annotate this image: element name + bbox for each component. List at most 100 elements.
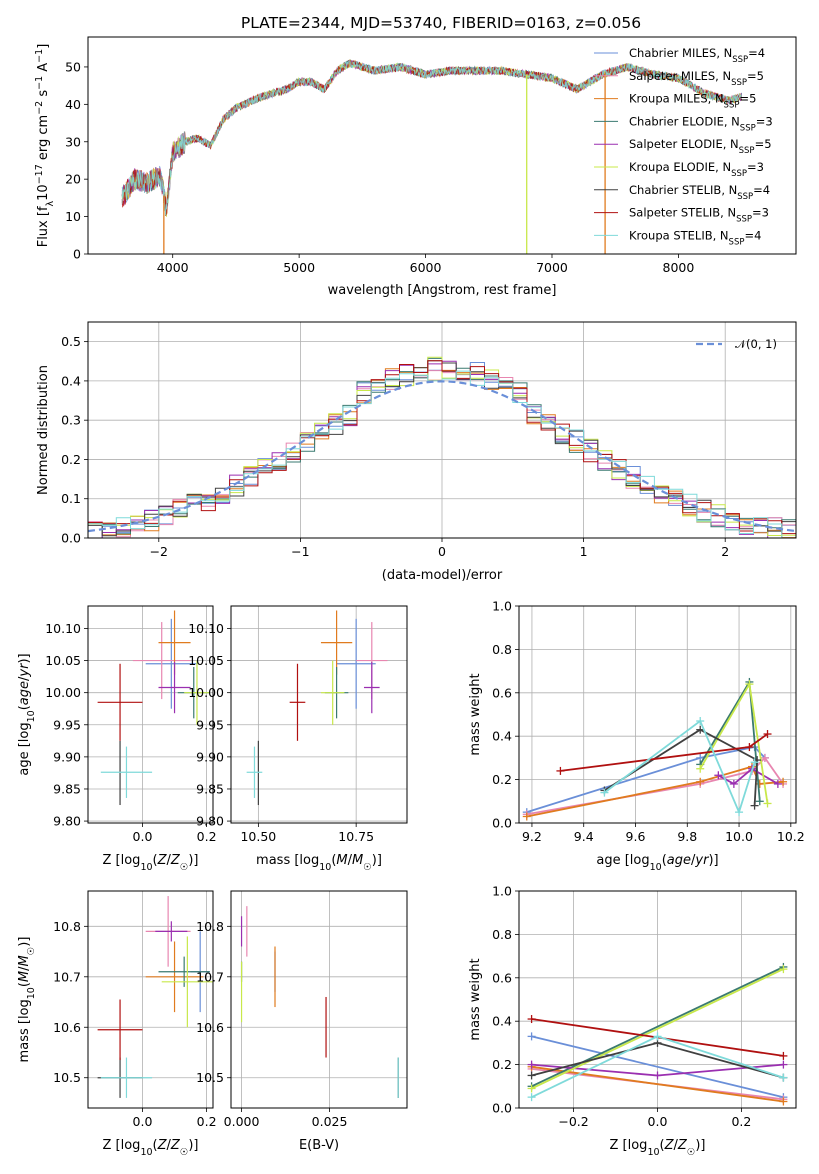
y-axis-label: mass weight [468, 673, 483, 755]
x-tick-label: −2 [150, 544, 168, 559]
x-axis-label: Z [log10(Z/Z☉)] [610, 1138, 706, 1158]
label-part: ( [17, 982, 32, 987]
label-part: −17 [34, 164, 45, 184]
y-tick-label: 0.0 [61, 531, 81, 546]
legend-entry: Kroupa MILES, NSSP=5 [629, 92, 756, 111]
legend-entry: Salpeter ELODIE, NSSP=5 [629, 137, 772, 156]
label-part: mass [log [256, 853, 319, 868]
legend-model: Chabrier ELODIE, N [629, 114, 740, 128]
label-part: λ [45, 200, 56, 206]
x-axis-label: wavelength [Angstrom, rest frame] [328, 283, 557, 298]
label-part: age [17, 681, 32, 705]
x-tick-label: 10.2 [777, 829, 805, 844]
y-axis-label: Normed distribution [36, 365, 51, 495]
x-tick-label: 0.2 [731, 1114, 751, 1129]
y-tick-label: 10.5 [196, 1070, 224, 1085]
label-part: yr [694, 853, 710, 868]
label-part: ( [662, 853, 667, 868]
weight-line [531, 1065, 784, 1103]
y-tick-label: 0.5 [61, 334, 81, 349]
legend-model: Salpeter ELODIE, N [629, 137, 739, 151]
y-tick-label: 1.0 [492, 884, 512, 899]
histogram-line [88, 360, 796, 535]
label-part: ☉ [180, 862, 189, 873]
x-axis-label: (data-model)/error [382, 568, 503, 583]
y-tick-label: 10.10 [45, 621, 81, 636]
label-part: )] [188, 1138, 198, 1153]
y-tick-label: 10.6 [196, 1020, 224, 1035]
x-tick-label: 4000 [157, 260, 189, 275]
y-tick-label: 10.7 [53, 969, 81, 984]
x-tick-label: 10.50 [240, 829, 276, 844]
weight-vs-z-panel: −0.2 0.0 0.20.00.20.40.60.81.0Z [log10(Z/Z… [468, 884, 797, 1158]
y-axis-label: Flux [fλ10−17 erg cm−2 s−1 A−1] [34, 44, 56, 248]
label-part: M [17, 971, 32, 982]
y-tick-label: 30 [65, 134, 81, 149]
y-tick-label: 10.00 [188, 685, 224, 700]
label-part: ☉ [26, 947, 37, 956]
label-part: 10 [36, 184, 51, 201]
y-tick-label: 10.5 [53, 1070, 81, 1085]
legend-sub: SSP [724, 101, 740, 111]
legend-entry: Kroupa ELODIE, NSSP=3 [629, 160, 764, 179]
label-part: Z [log [610, 1138, 648, 1153]
y-tick-label: 10.10 [188, 621, 224, 636]
gaussian-curve [87, 380, 797, 533]
legend-model: Kroupa MILES, N [629, 92, 724, 106]
legend-entry: 𝒩(0, 1) [735, 337, 777, 351]
y-tick-label: 0.2 [492, 772, 512, 787]
x-axis-label: E(B-V) [299, 1138, 339, 1153]
x-tick-label: 9.4 [574, 829, 594, 844]
mass-vs-ebv-panel: 0.000 0.025 10.5 10.6 10.7 10.8 E(B-V) [196, 890, 408, 1153]
label-part: )] [695, 1138, 705, 1153]
label-part: / [17, 676, 32, 681]
figure-title: PLATE=2344, MJD=53740, FIBERID=0163, z=0… [241, 14, 641, 32]
x-tick-label: 0.2 [197, 829, 217, 844]
label-part: Normed distribution [36, 365, 51, 495]
axes-frame [518, 890, 797, 1109]
y-tick-label: 10.6 [53, 1020, 81, 1035]
label-part: ☉ [687, 1147, 696, 1158]
x-axis-label: age [log10(age/yr)] [596, 853, 718, 873]
legend-count: =3 [747, 160, 764, 174]
y-tick-label: 9.85 [53, 781, 81, 796]
y-tick-label: 10 [65, 209, 81, 224]
label-part: 10 [140, 1147, 152, 1158]
residual-panel: −2 −1 0 1 2 0.0 0.1 0.2 0.3 0.4 0.5 𝒩(0, 1) (data-mo… [36, 321, 797, 583]
x-tick-label: −0.2 [558, 1114, 588, 1129]
label-part: )] [708, 853, 718, 868]
label-part: mass weight [468, 673, 483, 755]
y-axis-label: mass weight [468, 958, 483, 1040]
label-part: ( [153, 853, 158, 868]
x-tick-label: 0.025 [312, 1114, 348, 1129]
label-part: ( [331, 853, 336, 868]
y-tick-label: 10.05 [188, 653, 224, 668]
y-tick-label: 10.7 [196, 969, 224, 984]
label-part: Z [log [103, 853, 141, 868]
label-part: 10 [140, 862, 152, 873]
legend-entry: Chabrier STELIB, NSSP=4 [629, 183, 770, 202]
legend-model: Kroupa ELODIE, N [629, 160, 731, 174]
spectrum-panel: 4000 5000 6000 7000 8000 0 10 20 30 40 50 wavelengt… [34, 36, 797, 298]
x-tick-label: 8000 [663, 260, 695, 275]
label-part: ( [17, 705, 32, 710]
axes-frame [518, 605, 797, 824]
y-axis-label: mass [log10(M/M☉)] [17, 937, 37, 1063]
legend-model: Salpeter STELIB, N [629, 206, 736, 220]
label-part: mass weight [468, 958, 483, 1040]
y-tick-label: 10.8 [53, 919, 81, 934]
x-tick-label: 5000 [283, 260, 315, 275]
legend-sub: SSP [729, 237, 745, 247]
legend-entry: Kroupa STELIB, NSSP=4 [629, 228, 761, 247]
y-tick-label: 10.8 [196, 919, 224, 934]
y-tick-label: 0.3 [61, 413, 81, 428]
x-tick-label: 10.0 [725, 829, 753, 844]
label-part: Z [170, 853, 181, 868]
label-part: 10 [319, 862, 331, 873]
label-part: 10 [647, 1147, 659, 1158]
weight-line [526, 756, 784, 816]
y-tick-label: 0.4 [492, 1014, 512, 1029]
y-tick-label: 0.1 [61, 491, 81, 506]
label-part: age [log [596, 853, 649, 868]
